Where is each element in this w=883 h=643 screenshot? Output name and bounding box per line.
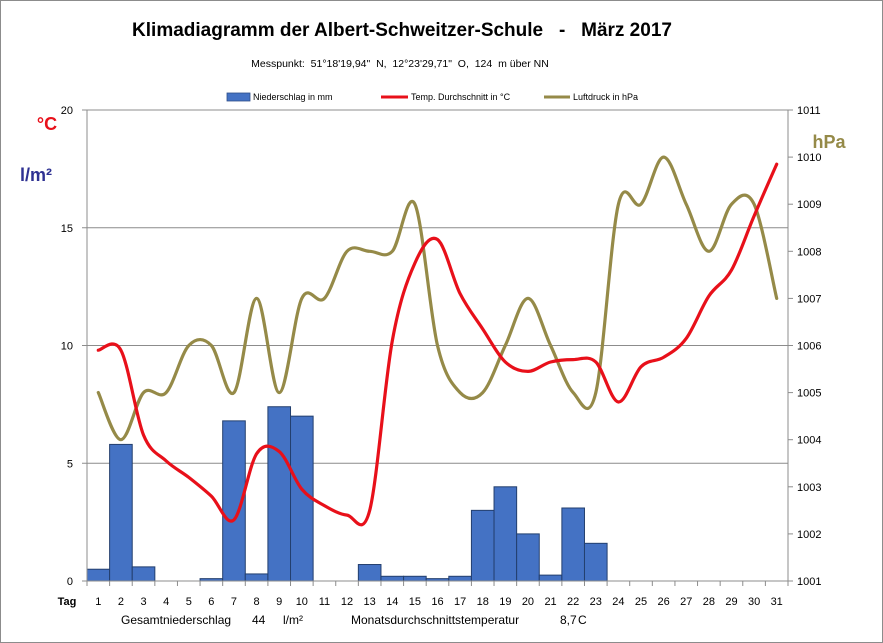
x-tick-label: 4 (163, 596, 169, 608)
y-left-tick-label: 20 (61, 105, 73, 117)
y-left-tick-label: 5 (67, 458, 73, 470)
y-right-tick-label: 1010 (797, 152, 821, 164)
tick-labels: 0510152010011002100310041005100610071008… (61, 105, 822, 608)
precip-bar-day-3 (131, 566, 156, 582)
x-tick-label: 11 (319, 596, 330, 608)
precip-bar-day-9 (267, 406, 292, 582)
x-tick-label: 26 (658, 596, 670, 608)
precip-bar-day-19 (493, 486, 518, 582)
x-tick-label: 15 (409, 596, 421, 608)
summary-footer: Gesamtniederschlag 44 l/m² Monatsdurchsc… (121, 613, 587, 627)
x-tick-label: 16 (431, 596, 443, 608)
precip-bar-day-21 (538, 574, 563, 582)
x-tick-label: 17 (454, 596, 466, 608)
precip-bar-day-8 (244, 573, 269, 582)
y-right-tick-label: 1007 (797, 293, 821, 305)
series-lines (96, 155, 779, 527)
precip-bar-day-13 (357, 564, 382, 582)
x-tick-label: 8 (254, 596, 260, 608)
chart-title: Klimadiagramm der Albert-Schweitzer-Schu… (132, 20, 672, 41)
y-left-tick-label: 0 (67, 576, 73, 588)
mean-temp-value: 8,7 (560, 613, 577, 627)
legend-label-pressure: Luftdruck in hPa (573, 92, 638, 102)
precip-bars (86, 406, 608, 582)
y-right-tick-label: 1008 (797, 246, 821, 258)
legend: Niederschlag in mm Temp. Durchschnitt in… (226, 92, 638, 102)
gridlines (87, 109, 788, 464)
y-right-tick-label: 1001 (797, 576, 821, 588)
precip-bar-day-14 (380, 575, 405, 582)
x-axis-title: Tag (58, 596, 77, 608)
x-tick-label: 7 (231, 596, 237, 608)
mean-temp-unit: C (578, 613, 587, 627)
legend-label-temp: Temp. Durchschnitt in °C (411, 92, 511, 102)
precip-bar-day-23 (583, 542, 608, 582)
x-tick-label: 18 (477, 596, 489, 608)
x-tick-label: 5 (186, 596, 192, 608)
axes (82, 109, 793, 586)
x-tick-label: 2 (118, 596, 124, 608)
x-tick-label: 24 (612, 596, 624, 608)
x-tick-label: 28 (703, 596, 715, 608)
x-tick-label: 22 (567, 596, 579, 608)
total-precip-value: 44 (252, 613, 266, 627)
temperature-line (96, 162, 779, 527)
x-tick-label: 30 (748, 596, 760, 608)
precip-bar-day-22 (561, 507, 585, 582)
total-precip-unit: l/m² (283, 613, 303, 627)
x-tick-label: 10 (296, 596, 308, 608)
x-tick-label: 21 (544, 596, 556, 608)
precip-bar-day-2 (109, 443, 133, 582)
precip-bar-day-1 (86, 568, 111, 582)
x-tick-label: 27 (680, 596, 692, 608)
chart-subtitle: Messpunkt: 51°18'19,94" N, 12°23'29,71" … (251, 58, 549, 70)
precip-bar-day-20 (516, 533, 540, 582)
precip-bar-day-10 (290, 415, 314, 582)
unit-label-celsius: °C (37, 114, 57, 134)
y-right-tick-label: 1006 (797, 341, 821, 353)
x-tick-label: 31 (771, 596, 783, 608)
mean-temp-label: Monatsdurchschnittstemperatur (351, 613, 519, 627)
x-tick-label: 9 (276, 596, 282, 608)
legend-label-precip: Niederschlag in mm (253, 92, 333, 102)
y-right-tick-label: 1002 (797, 529, 821, 541)
unit-label-hpa: hPa (812, 132, 846, 152)
y-right-tick-label: 1011 (797, 105, 821, 117)
precip-bar-day-17 (448, 575, 472, 582)
x-tick-label: 25 (635, 596, 647, 608)
x-tick-label: 1 (95, 596, 101, 608)
y-right-tick-label: 1004 (797, 435, 821, 447)
x-tick-label: 14 (386, 596, 398, 608)
x-tick-label: 13 (364, 596, 376, 608)
y-right-tick-label: 1005 (797, 388, 821, 400)
y-right-tick-label: 1009 (797, 199, 821, 211)
x-tick-label: 20 (522, 596, 534, 608)
pressure-line (96, 155, 779, 442)
x-tick-label: 12 (341, 596, 353, 608)
y-right-tick-label: 1003 (797, 482, 821, 494)
x-tick-label: 6 (208, 596, 214, 608)
x-tick-label: 23 (590, 596, 602, 608)
precip-bar-day-18 (470, 509, 495, 582)
legend-swatch-precip (226, 92, 251, 102)
x-tick-label: 3 (140, 596, 146, 608)
x-tick-label: 29 (725, 596, 737, 608)
unit-label-precip: l/m² (20, 165, 52, 185)
total-precip-label: Gesamtniederschlag (121, 613, 231, 627)
x-tick-label: 19 (499, 596, 511, 608)
y-left-tick-label: 10 (61, 341, 73, 353)
y-left-tick-label: 15 (61, 223, 73, 235)
precip-bar-day-15 (403, 575, 427, 582)
